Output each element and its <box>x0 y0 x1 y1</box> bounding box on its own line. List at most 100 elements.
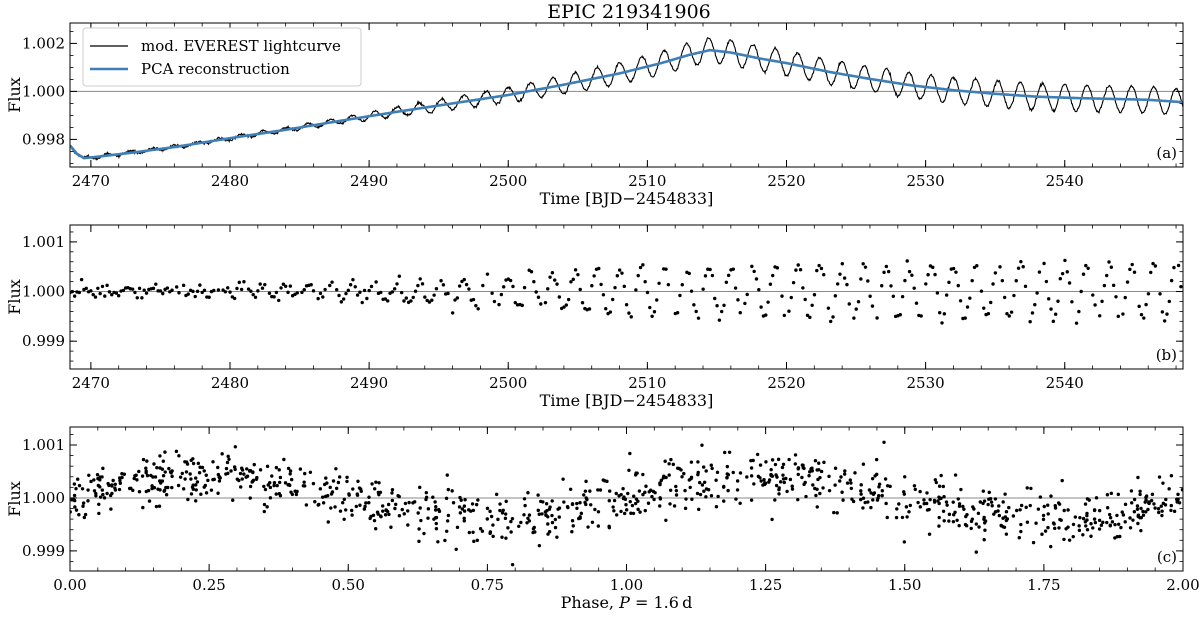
data-point-c <box>749 498 754 502</box>
data-point-c <box>344 508 348 512</box>
data-point-c <box>1128 516 1132 520</box>
data-point-c <box>526 491 530 495</box>
data-point-b <box>745 292 749 297</box>
data-point-c <box>575 506 579 510</box>
data-point-c <box>422 531 426 536</box>
data-point-c <box>390 491 394 495</box>
data-point-c <box>709 463 713 467</box>
data-point-b <box>344 291 348 296</box>
data-point-c <box>936 499 940 503</box>
data-point-c <box>217 475 221 479</box>
data-point-c <box>1046 503 1050 507</box>
data-point-b <box>613 285 617 290</box>
data-point-c <box>166 485 170 490</box>
data-point-b <box>374 280 378 284</box>
data-point-c <box>145 459 149 463</box>
data-point-c <box>1077 528 1082 533</box>
data-point-b <box>462 277 466 282</box>
data-point-c <box>1105 506 1110 510</box>
scatter-points-c <box>70 440 1183 567</box>
data-point-b <box>235 286 239 291</box>
data-point-b <box>611 297 615 302</box>
panel-tag-a: (a) <box>1156 144 1177 162</box>
data-point-c <box>584 479 588 484</box>
data-point-c <box>894 515 899 520</box>
data-point-c <box>237 478 241 483</box>
data-point-c <box>716 494 720 499</box>
data-point-c <box>988 497 993 501</box>
ytick-label-a-2: 1.002 <box>22 34 65 52</box>
data-point-b <box>1060 271 1065 276</box>
data-point-c <box>669 457 673 462</box>
data-point-b <box>513 300 517 305</box>
data-point-b <box>1070 300 1074 304</box>
data-point-b <box>1125 280 1130 284</box>
data-point-c <box>859 492 863 496</box>
data-point-b <box>311 289 316 293</box>
data-point-c <box>908 503 913 508</box>
data-point-c <box>695 491 700 496</box>
data-point-c <box>1108 515 1113 520</box>
data-point-b <box>829 319 833 324</box>
data-point-c <box>963 522 968 527</box>
data-point-c <box>411 501 415 505</box>
data-point-b <box>694 309 698 314</box>
data-point-c <box>156 487 160 491</box>
data-point-c <box>723 450 727 455</box>
data-point-c <box>962 507 966 511</box>
data-point-b <box>96 286 100 290</box>
data-point-c <box>394 502 398 507</box>
data-point-c <box>880 493 884 498</box>
data-point-b <box>511 284 515 289</box>
data-point-c <box>993 497 998 501</box>
data-point-c <box>98 495 103 499</box>
data-point-c <box>659 478 664 483</box>
data-point-c <box>170 485 174 490</box>
data-point-c <box>331 479 336 483</box>
data-point-c <box>180 471 184 476</box>
data-point-c <box>702 489 706 493</box>
data-point-c <box>804 494 808 499</box>
data-point-c <box>957 502 962 506</box>
data-point-b <box>411 295 415 300</box>
data-point-c <box>933 478 938 482</box>
data-point-c <box>373 527 378 531</box>
data-point-c <box>570 502 575 506</box>
data-point-b <box>455 296 460 300</box>
data-point-b <box>958 299 963 303</box>
data-point-c <box>498 502 502 506</box>
data-point-c <box>955 518 959 523</box>
data-point-c <box>596 488 600 492</box>
data-point-c <box>983 528 987 532</box>
data-point-b <box>93 295 98 299</box>
data-point-c <box>372 518 377 523</box>
data-point-c <box>527 513 532 517</box>
data-point-c <box>859 489 863 493</box>
data-point-c <box>1051 521 1056 525</box>
data-point-c <box>982 515 986 520</box>
ytick-label-b-1: 1.000 <box>22 283 65 301</box>
data-point-c <box>593 507 597 512</box>
data-point-b <box>905 259 909 263</box>
xtick-label-b-6: 2530 <box>907 374 945 392</box>
data-point-c <box>295 489 299 494</box>
data-point-c <box>883 477 888 481</box>
data-point-c <box>194 483 198 487</box>
data-point-b <box>295 291 299 295</box>
data-point-c <box>386 502 391 507</box>
data-point-c <box>1089 534 1093 538</box>
data-point-c <box>905 515 909 519</box>
data-point-c <box>445 473 449 477</box>
data-point-c <box>849 486 854 491</box>
data-point-c <box>152 486 157 490</box>
data-point-b <box>450 311 455 315</box>
data-point-b <box>309 282 313 287</box>
xtick-label-b-4: 2510 <box>628 374 666 392</box>
data-point-c <box>1163 503 1168 507</box>
data-point-b <box>875 316 879 320</box>
data-point-c <box>127 486 132 491</box>
data-point-c <box>956 497 960 501</box>
data-point-c <box>827 488 832 493</box>
data-point-c <box>74 508 79 512</box>
